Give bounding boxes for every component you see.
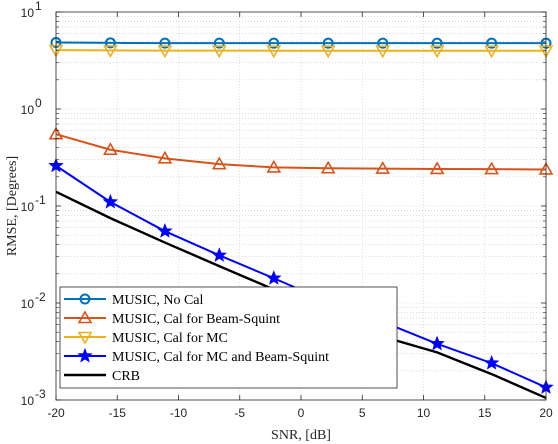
data-point <box>103 45 118 59</box>
data-point <box>377 37 389 49</box>
legend-item: CRB <box>64 369 140 384</box>
data-point <box>486 37 498 49</box>
legend: MUSIC, No Cal MUSIC, Cal for Beam-Squint M… <box>59 286 398 389</box>
legend-label: MUSIC, Cal for Beam-Squint <box>112 312 280 327</box>
x-tick-label: 20 <box>539 406 553 420</box>
y-tick-label: 10 <box>21 297 35 311</box>
series-2 <box>48 126 554 175</box>
data-point <box>266 159 282 173</box>
data-point <box>213 37 225 49</box>
legend-box <box>59 286 398 389</box>
data-point <box>322 37 334 49</box>
x-tick-label: -5 <box>234 406 245 420</box>
y-tick-label: 10 <box>21 200 35 214</box>
data-point <box>268 37 280 49</box>
legend-label: MUSIC, Cal for MC and Beam-Squint <box>112 350 329 365</box>
y-tick-label: 10 <box>21 394 35 408</box>
x-tick-label: 0 <box>298 406 305 420</box>
data-point <box>429 335 445 351</box>
x-axis-label: SNR, [dB] <box>271 428 331 443</box>
x-tick-label: 15 <box>478 406 492 420</box>
legend-label: CRB <box>112 369 140 384</box>
data-point <box>211 45 227 59</box>
data-point <box>320 45 336 59</box>
data-point <box>484 161 499 175</box>
data-point <box>266 270 282 285</box>
data-point <box>157 223 173 238</box>
data-point <box>484 45 499 59</box>
legend-swatch-marker <box>79 293 91 305</box>
series-line <box>55 41 546 45</box>
legend-item: MUSIC, Cal for MC <box>64 331 228 346</box>
data-point <box>375 160 391 174</box>
x-tick-label: 5 <box>359 406 366 420</box>
legend-label: MUSIC, No Cal <box>112 293 204 308</box>
legend-item: MUSIC, No Cal <box>64 293 204 308</box>
data-point <box>157 150 173 164</box>
series-line <box>55 133 547 171</box>
y-tick-label-exponent: 0 <box>35 96 42 110</box>
y-tick-label-exponent: 1 <box>35 0 42 13</box>
data-point <box>375 45 391 59</box>
legend-label: MUSIC, Cal for MC <box>112 331 228 346</box>
data-point <box>431 37 443 49</box>
legend-swatch-marker <box>77 347 93 363</box>
y-tick-label-exponent: -1 <box>35 193 46 207</box>
data-point <box>104 37 116 49</box>
legend-swatch-marker <box>77 310 93 324</box>
data-point <box>429 161 445 175</box>
data-point <box>483 355 500 370</box>
x-tick-label: 10 <box>417 406 431 420</box>
series-3 <box>48 44 554 59</box>
legend-item: MUSIC, Cal for Beam-Squint <box>64 310 280 327</box>
y-tick-label: 10 <box>21 103 35 117</box>
data-point <box>159 37 171 49</box>
data-point <box>157 45 173 59</box>
legend-swatch-marker <box>77 331 93 345</box>
x-tick-label: -15 <box>109 406 127 420</box>
legend-item: MUSIC, Cal for MC and Beam-Squint <box>64 347 329 365</box>
y-tick-label-exponent: -2 <box>35 290 46 304</box>
data-point <box>103 142 118 156</box>
data-point <box>211 247 228 262</box>
data-point <box>102 193 119 209</box>
data-point <box>211 156 227 170</box>
data-point <box>429 45 445 59</box>
x-tick-label: -10 <box>170 406 188 420</box>
data-point <box>266 45 282 59</box>
y-axis-label: RMSE, [Degrees] <box>5 156 20 256</box>
data-point <box>320 160 336 174</box>
y-tick-label-exponent: -3 <box>35 387 46 401</box>
y-tick-label: 10 <box>21 6 35 20</box>
x-tick-label: -20 <box>47 406 65 420</box>
series-line <box>55 49 546 52</box>
